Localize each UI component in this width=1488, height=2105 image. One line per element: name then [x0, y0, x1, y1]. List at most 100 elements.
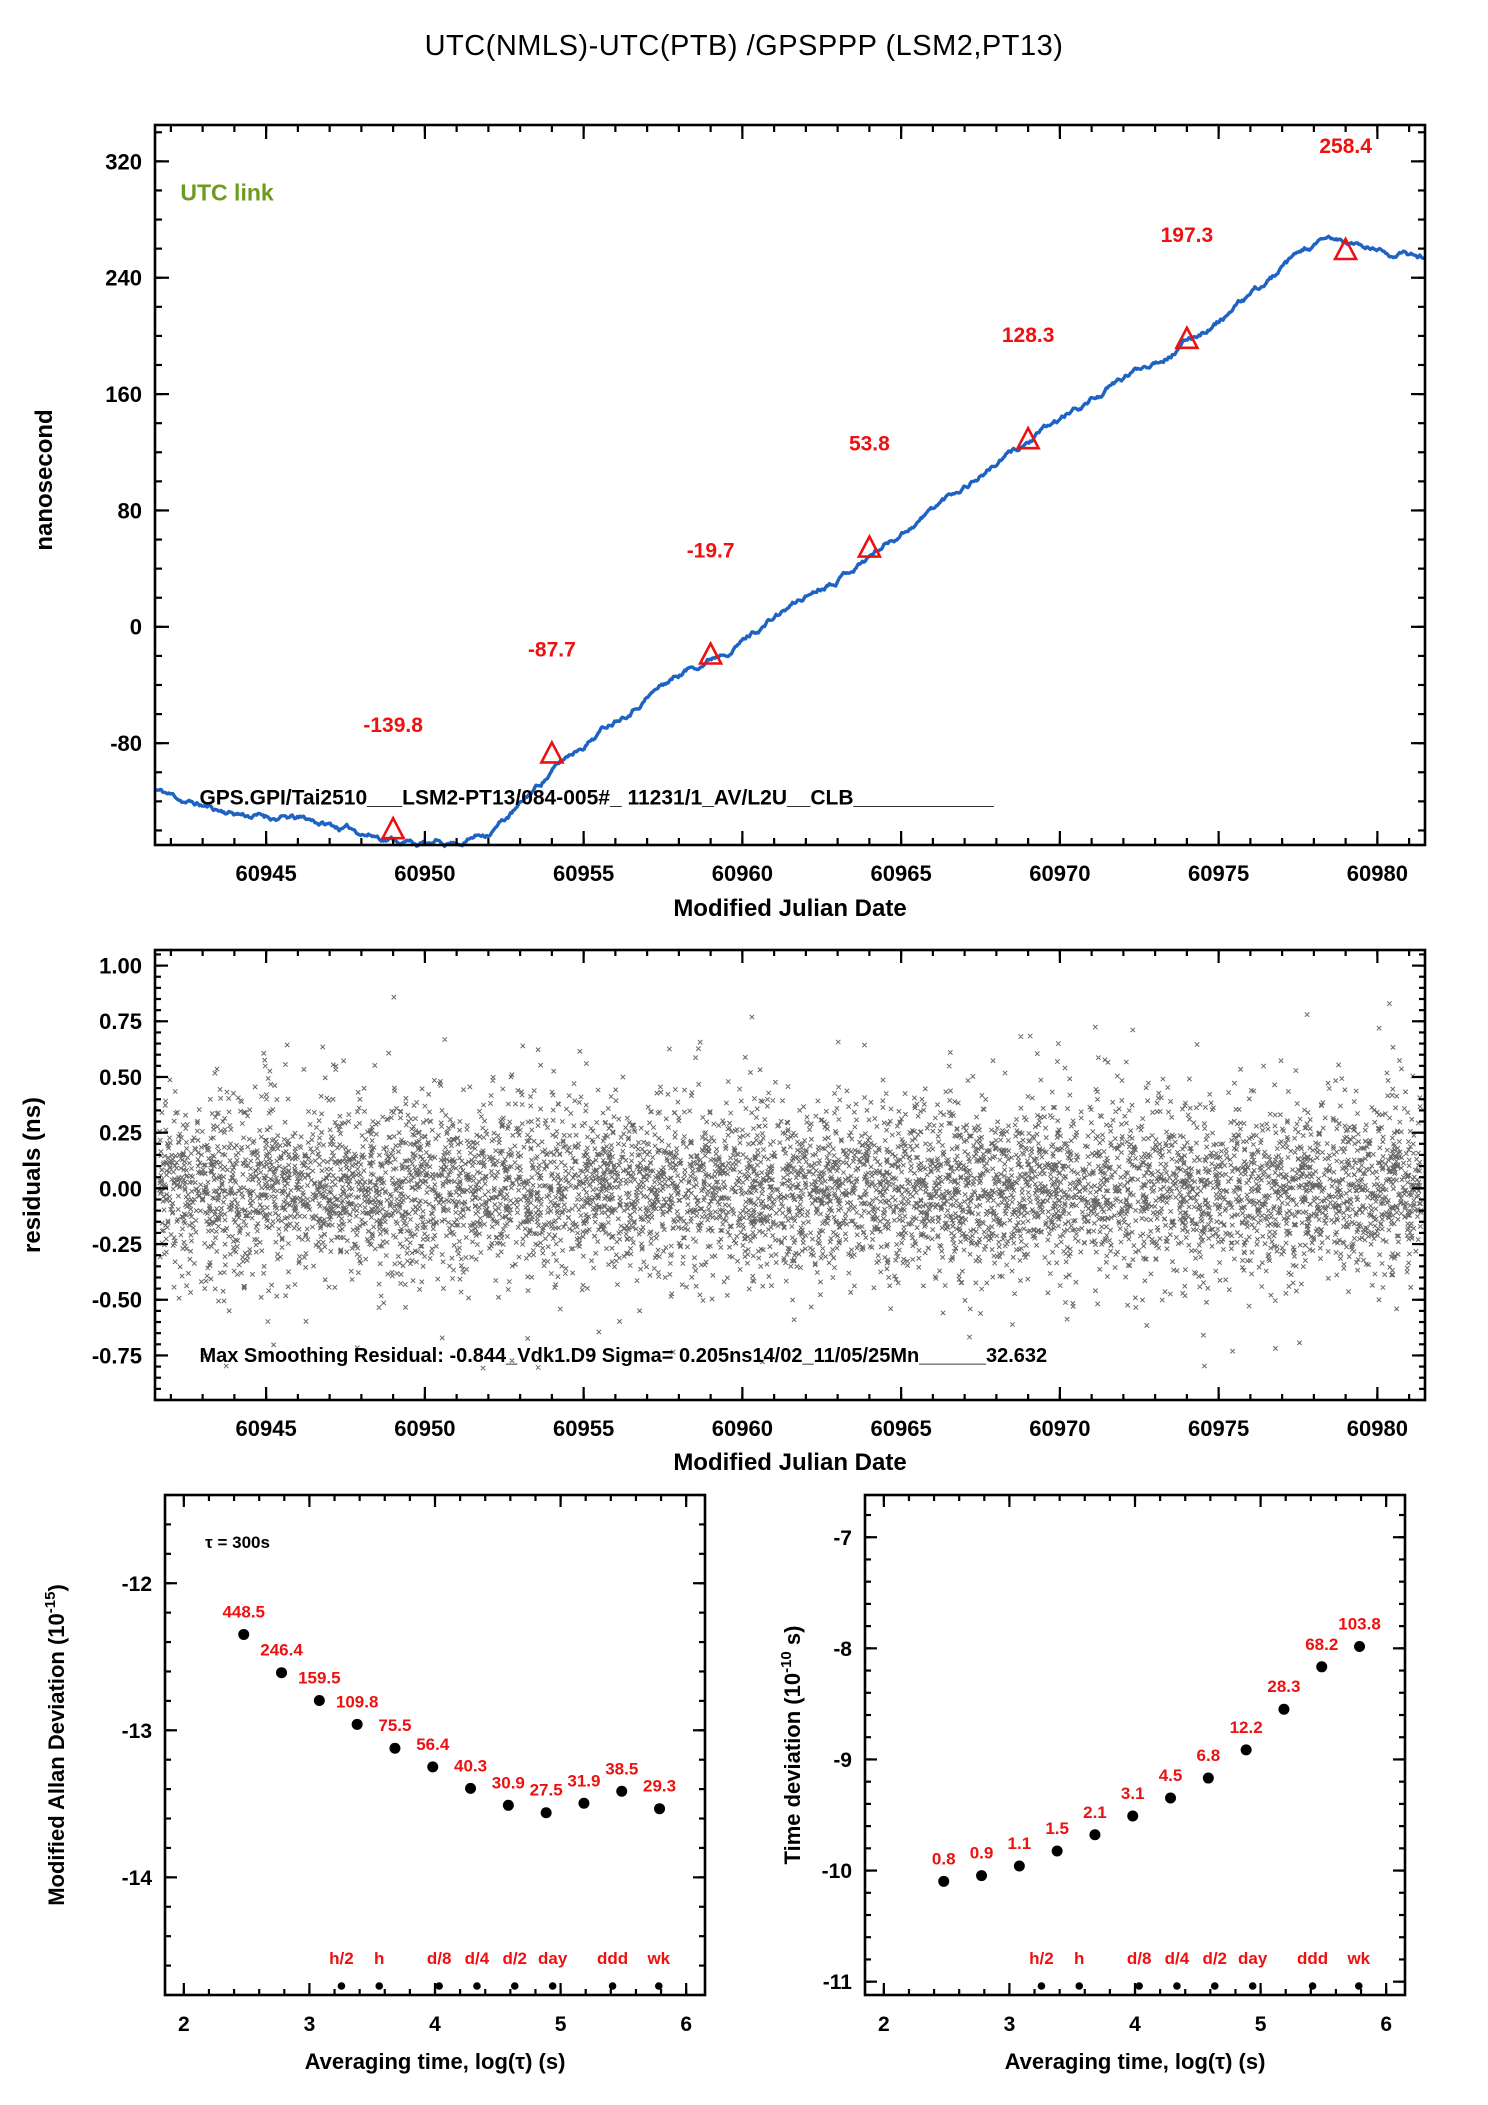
- time-mark-label: wk: [646, 1949, 670, 1968]
- tdev-value-label: 103.8: [1338, 1615, 1381, 1634]
- daily-utc-marker: [1332, 236, 1359, 261]
- phase-xtick-label: 60970: [1029, 861, 1090, 886]
- mdev-point: [540, 1807, 552, 1819]
- time-mark-dot: [654, 1982, 663, 1990]
- daily-utc-value-label: 258.4: [1319, 135, 1372, 158]
- time-mark-label: h/2: [329, 1949, 354, 1968]
- tdev-point: [976, 1870, 988, 1882]
- phase-ytick-label: 80: [118, 498, 142, 523]
- daily-utc-marker: [856, 533, 883, 558]
- time-mark-label: h: [374, 1949, 384, 1968]
- tdev-point: [1202, 1772, 1214, 1784]
- time-mark-dot: [1248, 1982, 1257, 1990]
- time-mark-dot: [510, 1982, 519, 1990]
- mdev-xlabel: Averaging time, log(τ) (s): [305, 2049, 566, 2074]
- tdev-point: [1165, 1792, 1177, 1804]
- mdev-value-label: 109.8: [336, 1692, 379, 1711]
- daily-utc-value-label: -139.8: [363, 714, 423, 737]
- tdev-value-label: 1.5: [1045, 1819, 1069, 1838]
- time-mark-dot: [435, 1982, 443, 1990]
- mdev-value-label: 27.5: [530, 1781, 563, 1800]
- modified-allan-deviation-chart: Modified Allan Deviation (10-15) Averagi…: [42, 1493, 707, 2074]
- tdev-xtick-label: 3: [1004, 2013, 1016, 2036]
- phase-xtick-label: 60945: [236, 861, 297, 886]
- phase-xtick-label: 60955: [553, 861, 614, 886]
- time-mark-dot: [1075, 1982, 1084, 1990]
- tdev-value-label: 3.1: [1121, 1784, 1145, 1803]
- phase-difference-chart: nanosecond Modified Julian Date 60945 609…: [31, 123, 1427, 922]
- mdev-xtick-label: 5: [555, 2013, 567, 2036]
- time-mark-label: h/2: [1029, 1949, 1054, 1968]
- time-mark-dot: [608, 1982, 617, 1990]
- residuals-data: [156, 994, 1424, 1371]
- daily-utc-marker: [539, 739, 565, 764]
- tdev-point: [1240, 1744, 1252, 1756]
- residuals-ytick-label: -0.50: [92, 1288, 142, 1313]
- tdev-point: [1127, 1810, 1139, 1822]
- tdev-ytick-label: -9: [833, 1749, 852, 1772]
- residuals-axis: 60945 60950 60955 60960 60965 60970 60975 60980…: [92, 948, 1427, 1441]
- residuals-xtick-label: 60980: [1347, 1416, 1408, 1441]
- tdev-xtick-label: 5: [1255, 2013, 1267, 2036]
- tdev-value-label: 6.8: [1197, 1746, 1221, 1765]
- time-mark-dot: [375, 1982, 384, 1990]
- mdev-point: [427, 1761, 439, 1773]
- tdev-point: [938, 1875, 950, 1887]
- phase-ytick-label: -80: [110, 731, 142, 756]
- residuals-ytick-label: 0.25: [99, 1121, 142, 1146]
- mdev-point: [654, 1803, 666, 1815]
- time-mark-dot: [473, 1982, 481, 1990]
- phase-axis: 60945 60950 60955 60960 60965 60970 60975 60980…: [105, 123, 1427, 886]
- page-title: UTC(NMLS)-UTC(PTB) /GPSPPP (LSM2,PT13): [424, 30, 1064, 62]
- mdev-point: [313, 1694, 325, 1706]
- mdev-data: 448.5 246.4 159.5 109.8 75.5 56.440.3 30.9 27.5…: [205, 1533, 676, 1990]
- tdev-ytick-label: -8: [833, 1638, 852, 1661]
- daily-utc-value-label: -87.7: [528, 638, 576, 661]
- phase-line: [154, 234, 1427, 849]
- time-mark-label: day: [1238, 1949, 1268, 1968]
- time-mark-label: d/4: [465, 1949, 490, 1968]
- phase-xlabel: Modified Julian Date: [673, 895, 906, 922]
- time-mark-dot: [1210, 1982, 1219, 1990]
- mdev-point: [389, 1742, 401, 1754]
- tdev-ytick-label: -7: [833, 1527, 852, 1550]
- daily-utc-marker: [1174, 325, 1200, 350]
- residuals-scatter: [156, 994, 1424, 1371]
- phase-ylabel: nanosecond: [31, 409, 58, 550]
- tdev-ytick-label: -10: [822, 1860, 852, 1883]
- mdev-ylabel: Modified Allan Deviation (10-15): [42, 1584, 69, 1906]
- time-mark-dot: [337, 1982, 346, 1990]
- mdev-xtick-label: 3: [304, 2013, 316, 2036]
- time-mark-label: d/8: [427, 1949, 452, 1968]
- mdev-value-label: 38.5: [605, 1759, 638, 1778]
- mdev-xtick-label: 4: [429, 2013, 441, 2036]
- residuals-ytick-label: -0.25: [92, 1232, 142, 1257]
- tdev-value-label: 0.9: [970, 1844, 994, 1863]
- time-mark-label: day: [538, 1949, 568, 1968]
- residuals-xtick-label: 60960: [712, 1416, 773, 1441]
- mdev-axis: 2 3 4 5 6 -12 -13 -14: [122, 1493, 707, 2036]
- daily-utc-value-label: 128.3: [1002, 324, 1055, 347]
- time-mark-label: d/4: [1165, 1949, 1190, 1968]
- mdev-value-label: 448.5: [222, 1602, 265, 1621]
- mdev-value-label: 30.9: [492, 1773, 525, 1792]
- tdev-value-label: 68.2: [1305, 1635, 1338, 1654]
- mdev-value-label: 29.3: [643, 1777, 676, 1796]
- mdev-point: [238, 1628, 250, 1640]
- mdev-value-label: 159.5: [298, 1668, 341, 1687]
- tdev-xtick-label: 6: [1380, 2013, 1392, 2036]
- daily-utc-marker: [1015, 425, 1041, 450]
- phase-xtick-label: 60960: [712, 861, 773, 886]
- tdev-ytick-label: -11: [823, 1971, 853, 1994]
- phase-ytick-label: 0: [130, 615, 142, 640]
- time-mark-dot: [1135, 1982, 1143, 1990]
- tdev-point: [1051, 1845, 1063, 1857]
- daily-utc-value-label: -19.7: [687, 539, 735, 562]
- residuals-xtick-label: 60970: [1029, 1416, 1090, 1441]
- tdev-axis: 2 3 4 5 6 -7 -8 -9 -10 -11: [822, 1493, 1407, 2036]
- tdev-point: [1013, 1860, 1025, 1872]
- mdev-ytick-label: -13: [122, 1720, 152, 1743]
- phase-annotations: -139.8 -87.7 -19.7 53.8 128.3 197.3 258.4 UTC l…: [180, 135, 1372, 840]
- daily-utc-marker: [380, 815, 406, 840]
